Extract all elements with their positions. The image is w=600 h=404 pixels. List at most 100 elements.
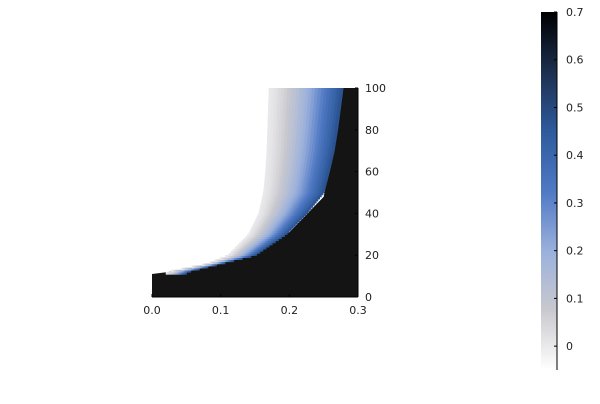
heatmap-cell [287,198,291,202]
heatmap-cell [270,129,274,133]
heatmap-cell [308,165,313,169]
heatmap-cell [332,121,337,125]
heatmap-cell [274,92,279,95]
heatmap-cell [305,202,309,206]
heatmap-cell [261,232,264,235]
heatmap-cell [330,113,335,116]
heatmap-cell [287,131,292,135]
heatmap-cell [231,257,234,260]
heatmap-cell [296,133,300,137]
heatmap-cell [287,213,291,217]
heatmap-cell [305,127,309,131]
heatmap-cell [193,265,195,269]
heatmap-cell [298,100,303,104]
heatmap-cell [272,200,276,204]
heatmap-cell [290,88,294,91]
heatmap-cell [311,200,315,204]
heatmap-cell [266,179,271,183]
heatmap-cell [234,251,237,254]
heatmap-cell [290,92,294,95]
heatmap-cell [325,127,330,131]
heatmap-cell [320,182,325,185]
heatmap-cell [256,244,259,248]
heatmap-cell [255,236,258,240]
heatmap-cell [266,188,270,192]
heatmap-cell [320,192,324,196]
heatmap-cell [301,211,304,214]
heatmap-cell [314,186,318,189]
heatmap-cell [322,106,326,110]
heatmap-cell [254,242,257,246]
heatmap-cell [282,161,286,164]
heatmap-cell [324,136,329,139]
heatmap-cell [278,202,282,206]
heatmap-cell [317,92,322,95]
heatmap-cell [317,125,321,129]
heatmap-cell [260,246,263,250]
heatmap-cell [278,138,282,141]
heatmap-cell [263,225,267,229]
heatmap-cell [246,244,249,248]
heatmap-cell [266,140,271,143]
heatmap-cell [260,236,263,240]
heatmap-cell [254,246,257,250]
heatmap-cell [261,207,265,210]
heatmap-cell [314,188,318,192]
heatmap-cell [274,88,279,91]
heatmap-cell [325,104,330,108]
heatmap-cell [255,248,258,252]
heatmap-cell [286,92,291,95]
heatmap-cell [259,217,263,221]
heatmap-cell [321,136,326,139]
heatmap-cell [202,265,204,269]
heatmap-cell [185,269,188,273]
heatmap-cell [271,161,275,164]
heatmap-cell [268,223,272,227]
heatmap-cell [264,196,268,200]
heatmap-cell [308,148,313,152]
heatmap-cell [290,156,295,160]
heatmap-cell [239,251,241,254]
heatmap-cell [274,161,278,164]
heatmap-cell [312,140,317,143]
heatmap-cell [315,144,319,148]
heatmap-cell [306,115,311,118]
heatmap-cell [301,106,305,110]
colorbar-gradient [541,12,557,370]
heatmap-cell [279,121,283,125]
heatmap-cell [287,211,290,214]
heatmap-cell [252,230,256,233]
heatmap-cell [284,165,288,169]
heatmap-cell [286,148,290,152]
heatmap-cell [310,152,315,156]
colorbar-tick-label: 0.5 [566,101,584,114]
heatmap-cell [269,138,274,141]
heatmap-cell [264,205,268,208]
heatmap-cell [305,154,309,158]
heatmap-cell [287,138,291,141]
heatmap-cell [310,108,314,112]
heatmap-cell [288,156,292,160]
heatmap-cell [178,269,180,273]
heatmap-cell [280,221,284,225]
heatmap-cell [238,248,241,252]
heatmap-cell [316,106,320,110]
heatmap-cell [319,131,323,135]
heatmap-cell [215,263,217,267]
heatmap-cell [248,246,251,250]
heatmap-cell [264,238,268,242]
heatmap-cell [326,171,330,175]
heatmap-cell [170,271,173,275]
heatmap-cell [325,173,329,177]
heatmap-cell [313,108,317,112]
heatmap-cell [283,196,287,200]
heatmap-cell [265,209,269,212]
heatmap-cell [283,96,288,100]
heatmap-cell [241,253,244,256]
heatmap-cell [251,234,254,237]
heatmap-cell [278,188,282,192]
heatmap-cell [263,200,267,204]
heatmap-cell [245,242,248,246]
heatmap-cell [212,261,214,265]
heatmap-cell [266,152,270,156]
